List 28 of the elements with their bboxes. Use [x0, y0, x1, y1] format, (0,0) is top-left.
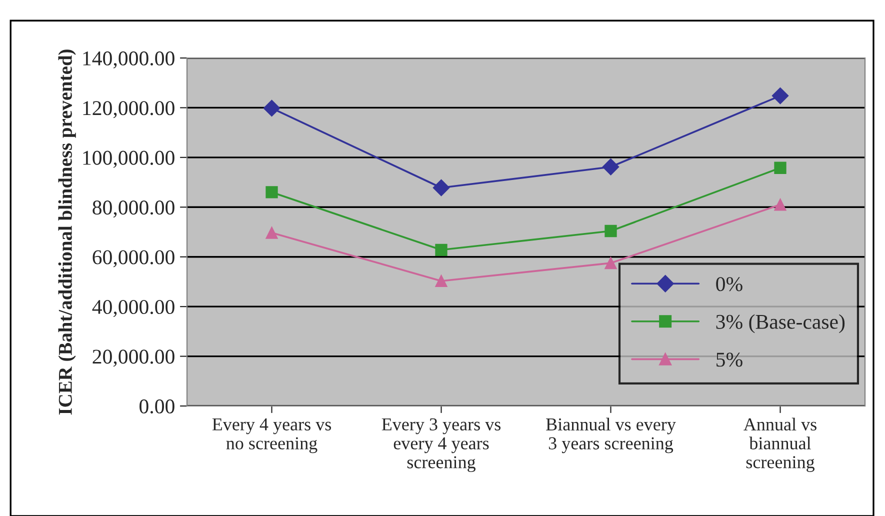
y-tick-label: 120,000.00	[83, 101, 174, 118]
point	[432, 179, 450, 196]
point	[604, 224, 617, 238]
y-tick-label: 140,000.00	[83, 51, 174, 68]
y-tick-label: 40,000.00	[92, 300, 174, 318]
legend-label: 3% (Base-case)	[716, 314, 845, 334]
x-tick-label: Every 3 years vs every 4 years screening	[382, 418, 501, 472]
x-tick-label: Biannual vs every 3 years screening	[546, 418, 676, 454]
point	[435, 244, 448, 256]
y-tick-label: 20,000.00	[92, 350, 174, 367]
point	[774, 198, 786, 211]
y-tick-label: 80,000.00	[92, 200, 174, 218]
y-tick-label: 0.00	[140, 399, 174, 414]
point	[263, 100, 280, 117]
y-tick-label: 100,000.00	[83, 150, 174, 168]
y-tick-label: 60,000.00	[92, 250, 174, 268]
x-tick-label: Every 4 years vs no screening	[212, 418, 332, 454]
legend-label: 0%	[716, 277, 742, 292]
point	[604, 256, 617, 270]
point	[266, 226, 278, 239]
point	[602, 158, 620, 176]
x-tick-label: Annual vs biannual screening	[744, 418, 816, 472]
point	[774, 162, 786, 174]
point	[772, 87, 789, 104]
y-axis-title: ICER (Baht/additional blindness prevented)	[58, 50, 76, 415]
point	[435, 274, 448, 288]
point	[266, 186, 278, 198]
legend-label: 5%	[716, 352, 742, 367]
